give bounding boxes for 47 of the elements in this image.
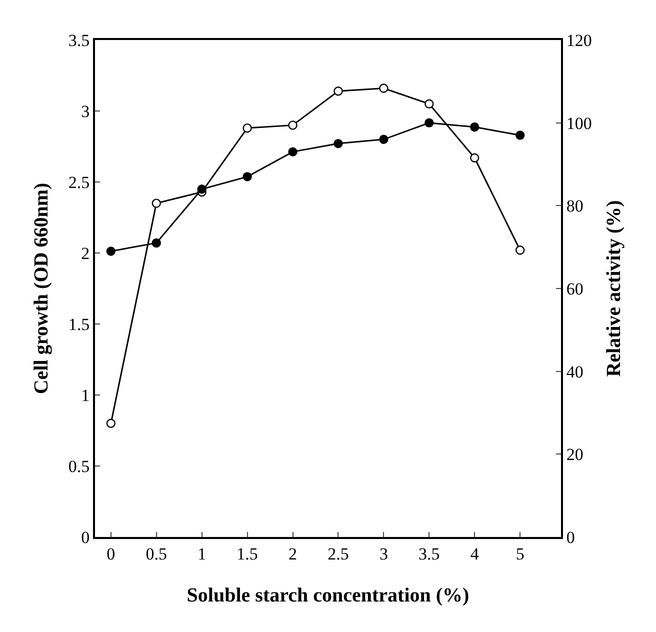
x-tick-label: 1: [198, 544, 206, 564]
y2-tick-label: 80: [566, 196, 584, 216]
x-axis-title: Soluble starch concentration (%): [186, 584, 470, 606]
point: [515, 246, 525, 255]
y-tick-label: 3: [81, 102, 90, 121]
y2-tick-label: 100: [566, 114, 592, 133]
point: [515, 130, 525, 140]
y2-tick-label: 20: [566, 445, 584, 464]
x-tick-label: 3: [379, 544, 388, 564]
point: [379, 134, 388, 144]
y2-tick-label: 40: [566, 362, 584, 382]
point: [334, 86, 343, 96]
point: [106, 418, 116, 428]
x-tick-label: 0: [106, 544, 116, 564]
point: [288, 147, 298, 156]
x-tick-label: 2: [288, 544, 298, 564]
y-axis-title: Cell growth (OD 660nm): [30, 182, 52, 394]
point: [424, 118, 434, 128]
x-tick-label: 5: [516, 544, 524, 564]
point: [379, 84, 388, 93]
y-tick-label: 0.5: [68, 456, 90, 476]
point: [152, 198, 161, 208]
x-tick-label: 4: [470, 544, 480, 564]
y-tick-label: 1: [81, 386, 90, 405]
point: [197, 184, 206, 194]
x-tick-label: 3.5: [418, 544, 440, 564]
x-tick-label: 1.5: [236, 544, 258, 564]
y-tick-label: 0: [81, 528, 90, 547]
y2-tick-label: 0: [566, 528, 575, 547]
point: [470, 153, 480, 162]
y-tick-label: 1.5: [68, 314, 90, 334]
point: [334, 138, 343, 148]
point: [242, 172, 252, 182]
y-tick-label: 2: [81, 244, 90, 263]
y2-tick-label: 120: [566, 30, 592, 50]
y2-axis-title: Relative activity (%): [602, 200, 625, 377]
x-tick-label: 2.5: [328, 544, 349, 564]
point: [106, 246, 116, 256]
point: [152, 238, 161, 248]
y-tick-label: 2.5: [68, 172, 90, 192]
point: [470, 122, 480, 132]
x-tick-label: 0.5: [146, 544, 168, 564]
point: [424, 99, 434, 108]
point: [288, 120, 298, 130]
y2-tick-label: 60: [566, 279, 584, 298]
y-tick-label: 3.5: [68, 30, 90, 50]
point: [242, 123, 252, 133]
